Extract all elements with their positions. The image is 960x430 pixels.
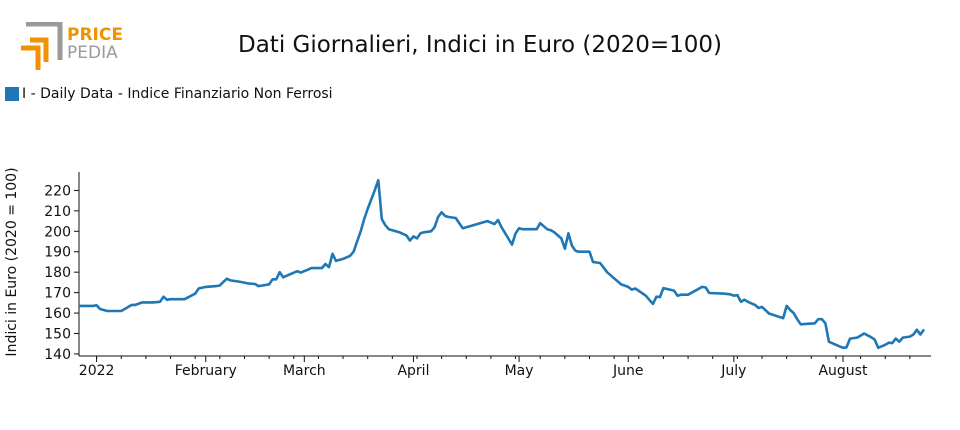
y-tick-label: 140	[44, 347, 71, 363]
x-tick-label: August	[818, 363, 868, 379]
x-tick-label: May	[505, 363, 534, 379]
x-tick-label: 2022	[79, 363, 115, 379]
legend-label: I - Daily Data - Indice Finanziario Non …	[22, 86, 333, 102]
y-tick-label: 160	[44, 306, 71, 322]
logo-mark	[21, 22, 63, 70]
legend[interactable]: I - Daily Data - Indice Finanziario Non …	[5, 85, 333, 103]
x-tick-label: April	[397, 363, 429, 379]
series-line	[79, 178, 926, 350]
logo-text-price: PRICE	[67, 25, 123, 45]
y-tick-label: 170	[44, 286, 71, 302]
y-axis-title: Indici in Euro (2020 = 100)	[4, 167, 20, 356]
series-layer	[79, 178, 926, 350]
y-tick-label: 190	[44, 245, 71, 261]
x-tick-label: June	[612, 363, 644, 379]
y-tick-label: 220	[44, 183, 71, 199]
chart-title: Dati Giornalieri, Indici in Euro (2020=1…	[238, 32, 722, 58]
y-tick-label: 200	[44, 224, 71, 240]
x-tick-label: July	[720, 363, 746, 379]
axes: 140 150 160 170 180 190 200 210 220 2022 February M…	[44, 172, 931, 379]
x-tick-label: February	[175, 363, 237, 379]
legend-swatch	[5, 87, 19, 101]
y-tick-label: 180	[44, 265, 71, 281]
y-tick-label: 210	[44, 204, 71, 220]
pricepedia-logo: PRICE PEDIA	[21, 22, 123, 70]
logo-text-pedia: PEDIA	[67, 43, 118, 63]
y-tick-label: 150	[44, 327, 71, 343]
x-tick-label: March	[283, 363, 326, 379]
